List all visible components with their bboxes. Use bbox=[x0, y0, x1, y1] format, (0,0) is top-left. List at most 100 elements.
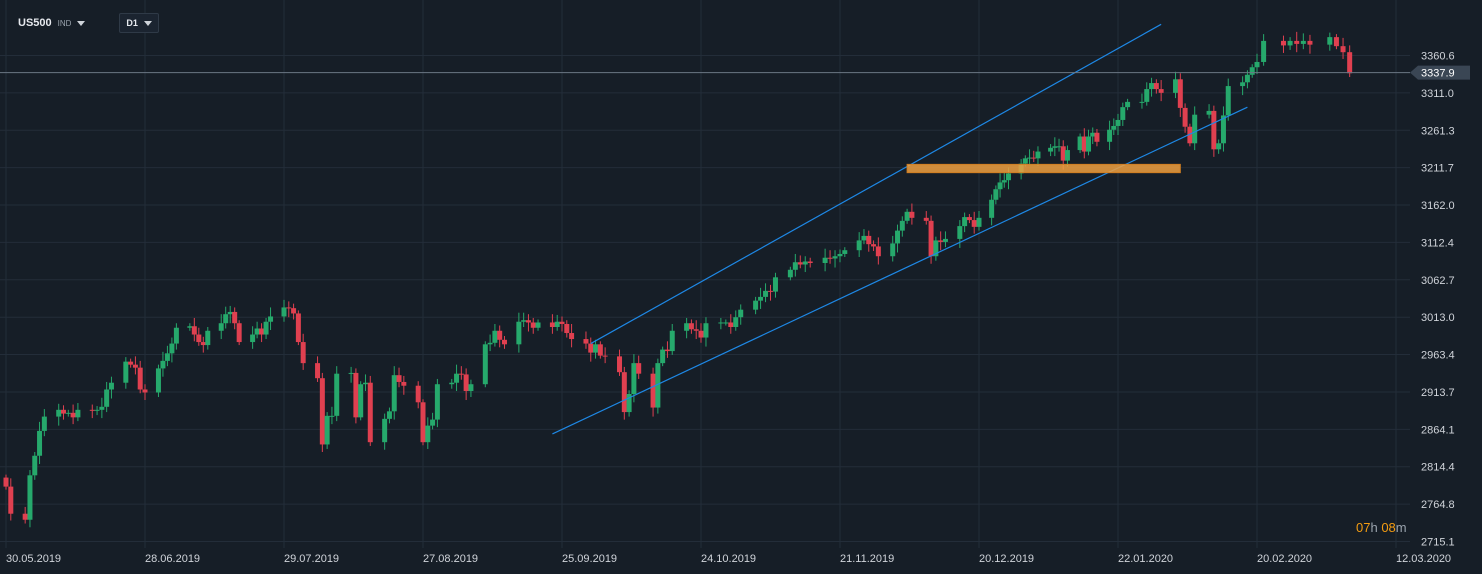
y-tick-label: 3013.0 bbox=[1421, 312, 1455, 324]
symbol-label: US500 bbox=[18, 17, 52, 29]
timeframe-selector[interactable]: D1 bbox=[119, 13, 159, 33]
y-tick-label: 2963.4 bbox=[1421, 350, 1455, 362]
candle-body bbox=[997, 182, 1003, 190]
candle-body bbox=[1064, 150, 1070, 161]
candle-body bbox=[1027, 157, 1033, 159]
candle-body bbox=[723, 322, 729, 324]
candle-body bbox=[56, 409, 62, 417]
y-tick-label: 3062.7 bbox=[1421, 275, 1455, 287]
candle-body bbox=[626, 394, 632, 413]
candle-body bbox=[1177, 79, 1183, 108]
candle-body bbox=[938, 240, 944, 242]
countdown-h-unit: h bbox=[1370, 520, 1378, 535]
candle-body bbox=[1211, 110, 1217, 150]
countdown-minutes: 08 bbox=[1381, 520, 1396, 535]
candle-body bbox=[1340, 46, 1346, 53]
chevron-down-icon bbox=[77, 20, 86, 26]
candle-body bbox=[564, 323, 570, 334]
candle-body bbox=[1077, 136, 1083, 151]
candle-body bbox=[933, 240, 939, 257]
candle-body bbox=[1216, 143, 1222, 150]
candle-body bbox=[8, 486, 14, 514]
candle-body bbox=[617, 356, 623, 373]
y-tick-label: 2715.1 bbox=[1421, 537, 1455, 549]
y-tick-label: 2913.7 bbox=[1421, 387, 1455, 399]
channel-lower-line[interactable] bbox=[552, 106, 1248, 435]
candle-body bbox=[942, 238, 948, 242]
candle-body bbox=[664, 349, 670, 352]
symbol-type-label: IND bbox=[57, 18, 72, 28]
candle-body bbox=[137, 367, 143, 390]
candle-body bbox=[420, 402, 426, 443]
candle-body bbox=[382, 418, 388, 443]
candle-body bbox=[962, 217, 968, 227]
channel-upper-line[interactable] bbox=[590, 23, 1162, 345]
candle-body bbox=[1187, 126, 1193, 144]
candle-body bbox=[1120, 107, 1126, 120]
candle-body bbox=[32, 455, 38, 476]
candle-body bbox=[909, 211, 915, 218]
candle-body bbox=[70, 412, 76, 418]
candle-body bbox=[621, 372, 627, 413]
candle-body bbox=[1294, 40, 1300, 44]
candle-body bbox=[104, 389, 110, 407]
candle-body bbox=[1244, 74, 1250, 83]
candle-body bbox=[236, 323, 242, 343]
x-tick-label: 20.12.2019 bbox=[979, 553, 1034, 565]
candle-body bbox=[1001, 180, 1007, 183]
candle-body bbox=[454, 373, 460, 383]
candle-body bbox=[1249, 67, 1255, 75]
candle-body bbox=[75, 409, 81, 418]
candle-body bbox=[554, 321, 560, 327]
candle-body bbox=[487, 342, 493, 345]
candle-body bbox=[205, 330, 211, 346]
candle-body bbox=[976, 217, 982, 227]
candle-body bbox=[142, 389, 148, 393]
candle-body bbox=[1052, 146, 1058, 148]
candle-body bbox=[1031, 157, 1037, 159]
candle-body bbox=[559, 321, 565, 324]
candle-body bbox=[1254, 61, 1260, 68]
support-zone[interactable] bbox=[906, 163, 1181, 174]
candle-body bbox=[89, 409, 95, 411]
candle-body bbox=[227, 311, 233, 315]
candle-body bbox=[966, 217, 972, 221]
candle-body bbox=[1048, 147, 1054, 152]
candle-body bbox=[957, 226, 963, 239]
candle-body bbox=[1225, 86, 1231, 116]
candle-body bbox=[842, 250, 848, 254]
candle-body bbox=[468, 384, 474, 391]
x-tick-label: 22.01.2020 bbox=[1118, 553, 1173, 565]
candle-body bbox=[108, 382, 114, 390]
x-tick-label: 25.09.2019 bbox=[562, 553, 617, 565]
candle-body bbox=[348, 372, 354, 374]
candle-body bbox=[492, 330, 498, 343]
candle-body bbox=[319, 378, 325, 445]
candle-body bbox=[569, 333, 575, 340]
candle-body bbox=[787, 269, 793, 278]
candle-body bbox=[837, 253, 843, 257]
candle-body bbox=[866, 235, 872, 245]
candle-body bbox=[291, 308, 297, 314]
candle-body bbox=[521, 320, 527, 322]
candle-body bbox=[353, 372, 359, 418]
candle-body bbox=[315, 363, 321, 379]
candle-body bbox=[223, 314, 229, 324]
candle-body bbox=[655, 363, 661, 408]
candle-body bbox=[232, 311, 238, 324]
countdown-m-unit: m bbox=[1395, 520, 1407, 535]
candle-body bbox=[324, 415, 330, 445]
candle-body bbox=[1115, 119, 1121, 126]
candle-body bbox=[1005, 173, 1011, 181]
candle-body bbox=[1192, 114, 1198, 144]
candle-body bbox=[763, 290, 769, 297]
candle-body bbox=[200, 342, 206, 346]
candle-body bbox=[693, 329, 699, 331]
candle-body bbox=[1307, 40, 1313, 45]
candle-body bbox=[463, 374, 469, 391]
symbol-selector[interactable]: US500 IND bbox=[12, 13, 91, 33]
candle-body bbox=[259, 328, 265, 335]
y-tick-label: 3211.7 bbox=[1421, 163, 1454, 175]
candle-body bbox=[928, 220, 934, 257]
